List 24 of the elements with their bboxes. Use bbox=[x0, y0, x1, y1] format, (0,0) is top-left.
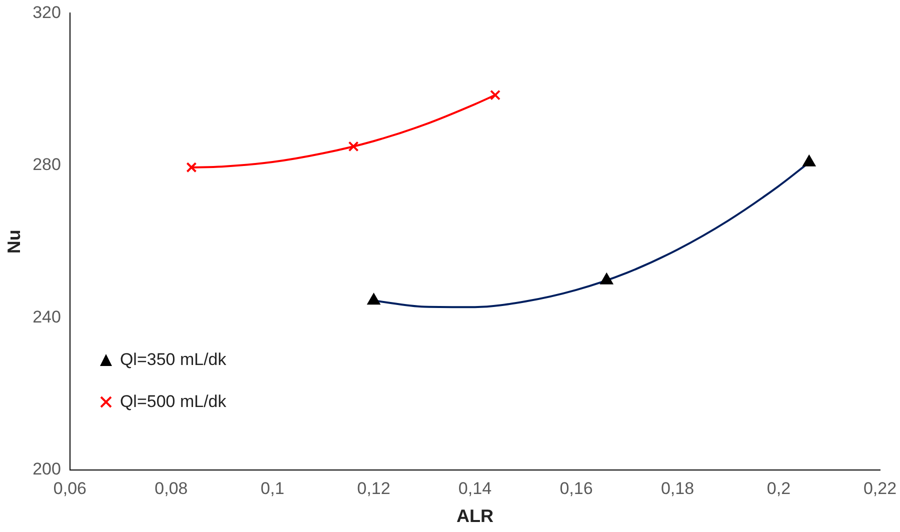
y-axis-title: Nu bbox=[4, 230, 24, 254]
x-tick-label: 0,06 bbox=[53, 478, 87, 498]
y-tick-label: 320 bbox=[32, 2, 61, 22]
point bbox=[348, 141, 359, 152]
legend-label: Ql=500 mL/dk bbox=[120, 392, 226, 412]
x-tick-label: 0,08 bbox=[154, 478, 188, 498]
point bbox=[186, 162, 197, 173]
legend-label: Ql=350 mL/dk bbox=[120, 350, 226, 370]
y-tick-label: 280 bbox=[32, 155, 61, 174]
point bbox=[490, 90, 500, 100]
x-tick-label: 0,2 bbox=[766, 478, 791, 498]
point bbox=[600, 273, 613, 284]
x-tick-label: 0,22 bbox=[863, 478, 897, 498]
y-tick-label: 240 bbox=[32, 307, 61, 326]
x-tick-label: 0,14 bbox=[458, 478, 492, 498]
point bbox=[368, 294, 380, 305]
point bbox=[802, 155, 816, 166]
x-axis-title: ALR bbox=[456, 506, 494, 526]
x-tick-label: 0,18 bbox=[660, 478, 694, 498]
x-tick-label: 0,12 bbox=[357, 478, 390, 498]
y-tick-label: 200 bbox=[32, 460, 61, 479]
x-tick-label: 0,1 bbox=[260, 478, 284, 498]
x-tick-label: 0,16 bbox=[560, 478, 593, 498]
line-series bbox=[190, 94, 496, 168]
